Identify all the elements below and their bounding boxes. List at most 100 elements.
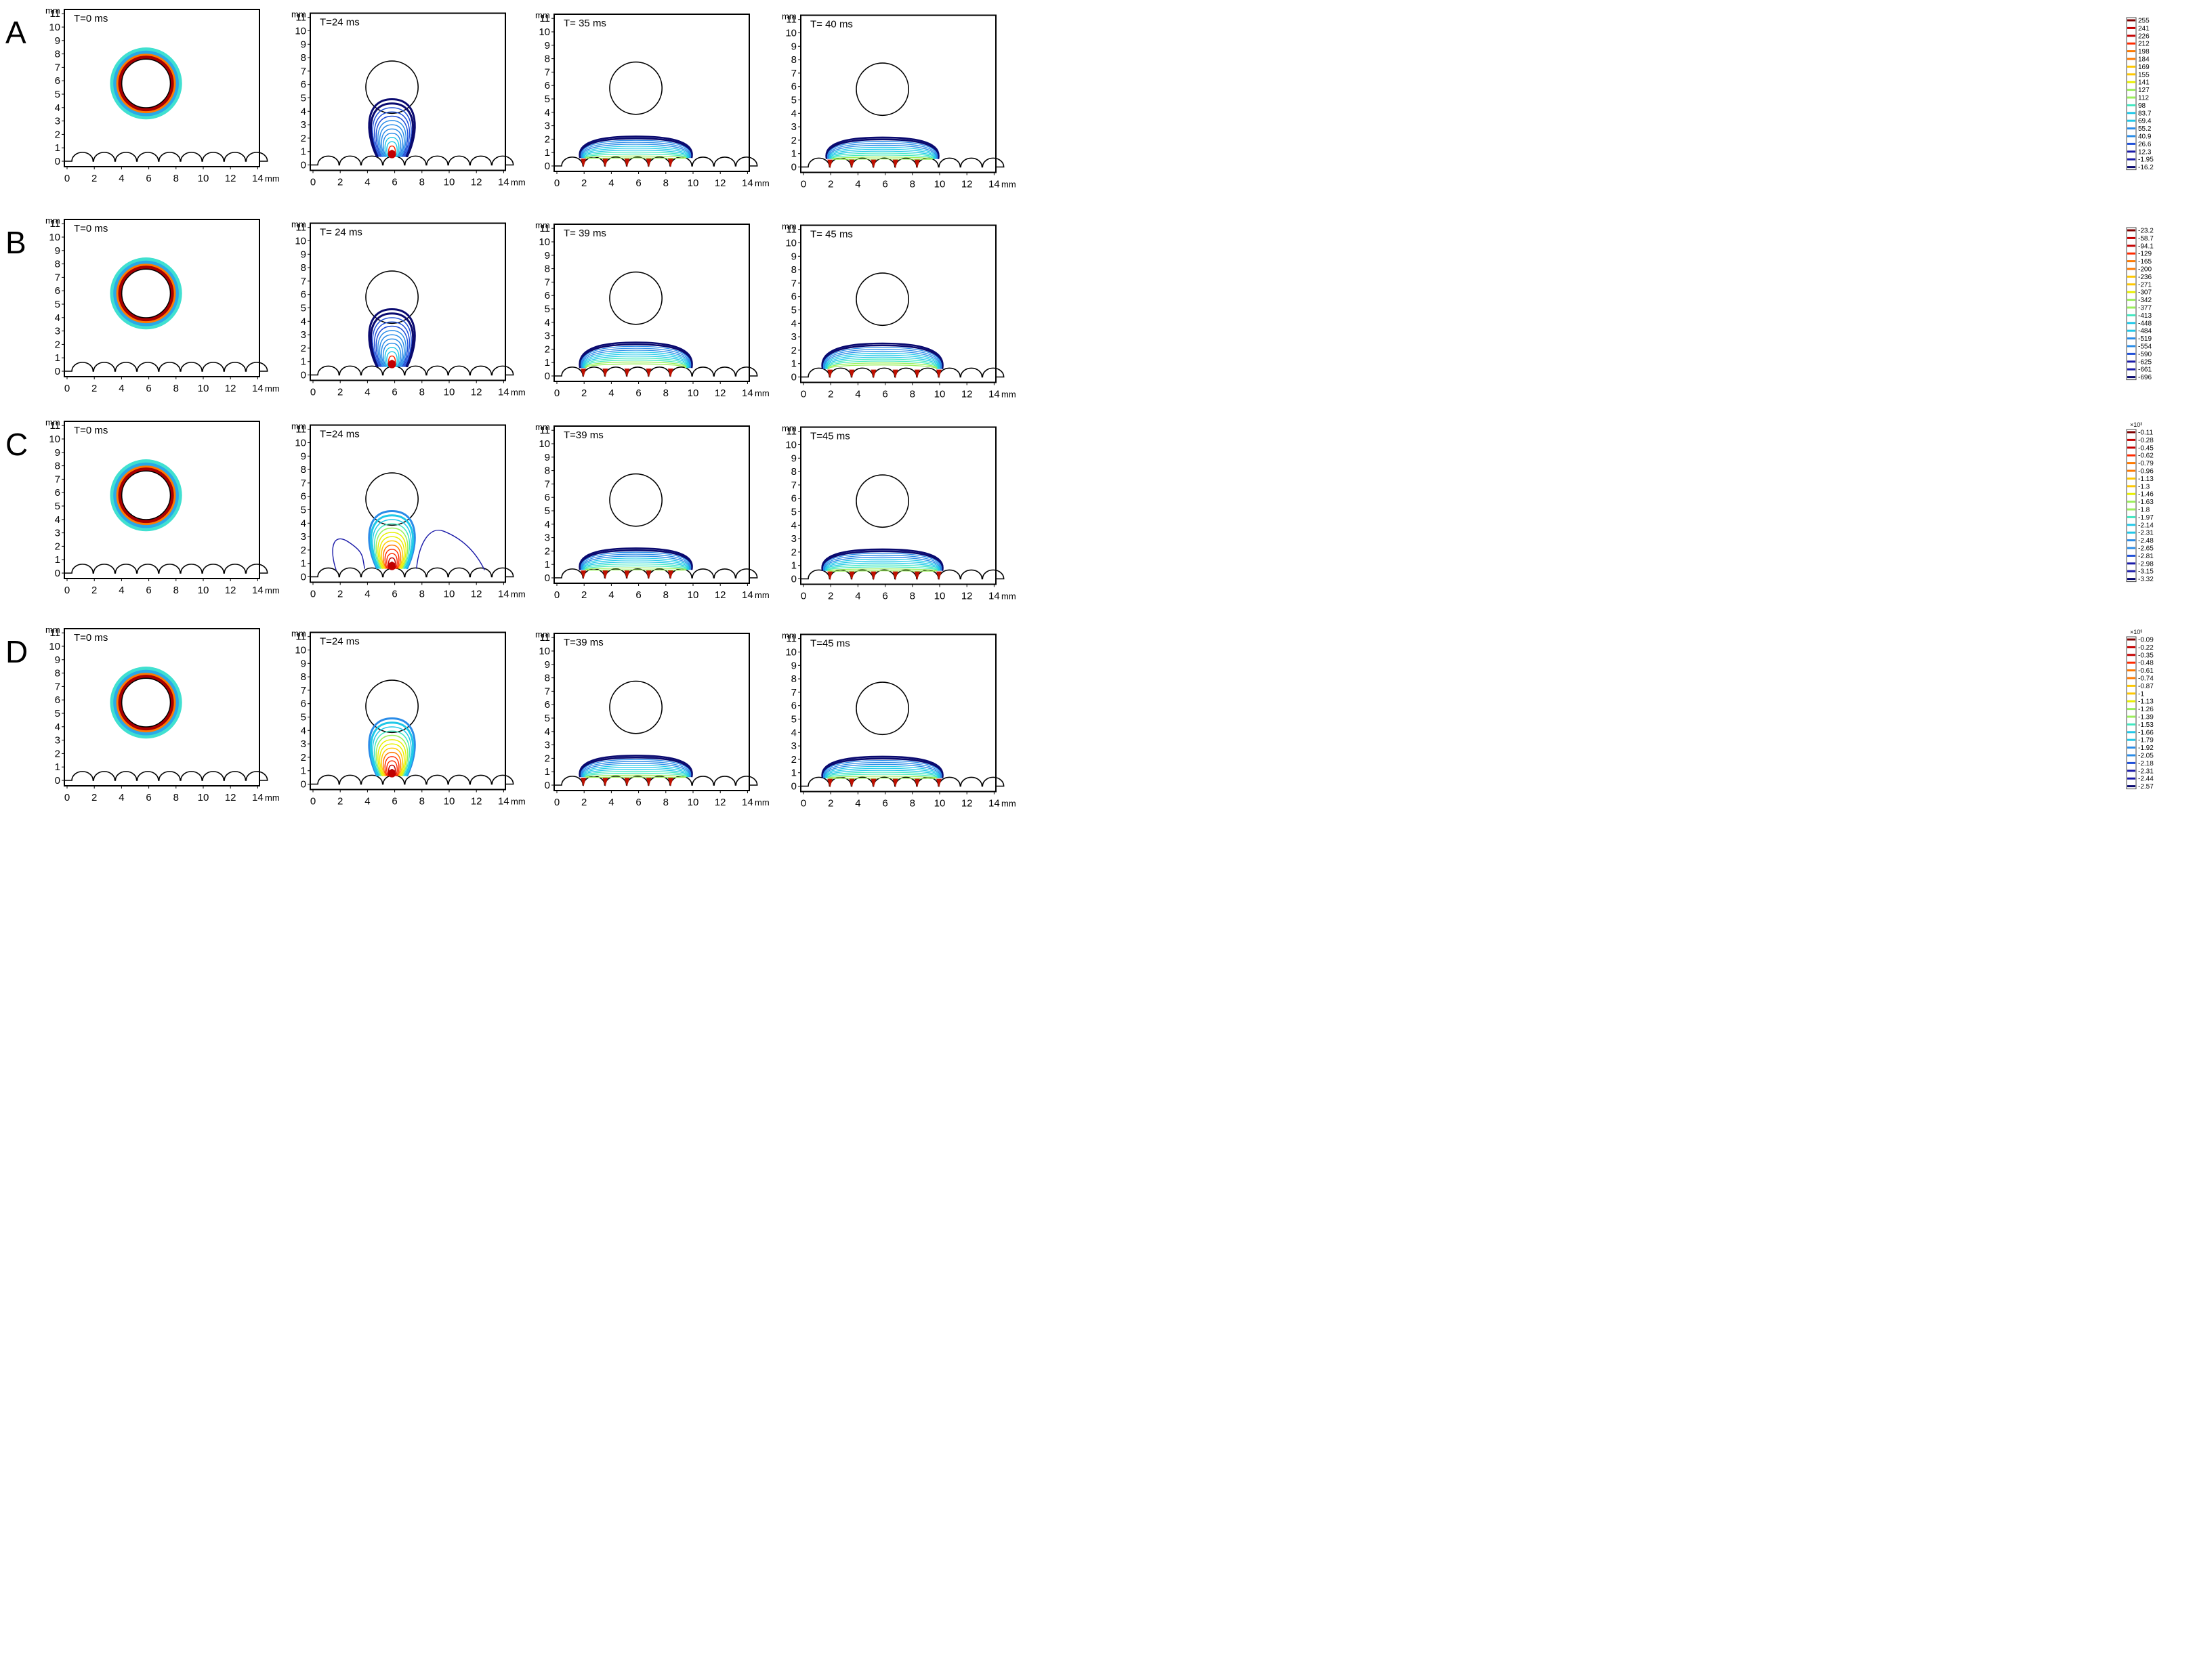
colorbar-label: 98 <box>2138 102 2146 110</box>
contour-line <box>821 342 944 369</box>
colorbar-swatch <box>2127 291 2135 293</box>
y-unit-label: mm <box>45 215 60 226</box>
plot-frame <box>800 224 997 383</box>
gap-hotspot <box>624 159 630 167</box>
colorbar-swatch <box>2127 73 2135 76</box>
contour-line <box>827 772 938 779</box>
contour-line <box>368 717 416 777</box>
y-tick-label: 2 <box>55 129 60 140</box>
y-tick-label: 0 <box>545 371 550 382</box>
x-tick-label: 6 <box>392 387 397 398</box>
contour-line <box>375 115 409 157</box>
substrate-surface <box>64 771 268 781</box>
x-tick-label: 2 <box>828 591 833 602</box>
x-tick-label: 12 <box>471 589 482 600</box>
contour-line <box>825 136 940 159</box>
x-tick-label: 12 <box>225 792 236 803</box>
y-tick-label: 4 <box>545 107 550 119</box>
contour-line <box>827 774 938 779</box>
y-tick-label: 2 <box>55 541 60 552</box>
y-tick-label: 8 <box>301 464 306 476</box>
colorbar-label: 226 <box>2138 33 2150 40</box>
gap-hotspot <box>667 159 673 167</box>
y-tick-label: 10 <box>539 236 550 248</box>
colorbar-swatch <box>2127 431 2135 434</box>
substrate-surface <box>554 366 758 377</box>
colorbar-swatch <box>2127 747 2135 749</box>
colorbar: 2552412262121981841691551411271129883.76… <box>2126 17 2154 171</box>
colorbar-label: -2.18 <box>2138 760 2154 768</box>
colorbar-swatch <box>2127 723 2135 726</box>
contour-line <box>372 317 412 367</box>
y-unit-label: mm <box>291 9 306 20</box>
x-tick-label: 2 <box>581 387 587 399</box>
x-tick-label: 14 <box>988 389 1000 400</box>
colorbar-swatch <box>2127 446 2135 449</box>
y-tick-label: 2 <box>545 753 550 764</box>
gap-hotspot <box>624 570 630 579</box>
x-tick-label: 0 <box>310 177 316 188</box>
colorbar-swatch <box>2127 26 2135 29</box>
time-label: T=0 ms <box>74 223 108 234</box>
y-tick-label: 3 <box>301 329 306 341</box>
substrate-surface <box>310 567 514 578</box>
x-tick-label: 4 <box>855 179 860 190</box>
x-tick-label: 12 <box>961 591 973 602</box>
colorbar-swatch <box>2127 252 2135 255</box>
y-tick-label: 2 <box>791 135 797 146</box>
y-tick-label: 4 <box>55 312 60 324</box>
colorbar-swatch <box>2127 462 2135 465</box>
contour-line <box>822 757 943 778</box>
colorbar-label: -661 <box>2138 366 2152 374</box>
x-tick-label: 2 <box>828 179 833 190</box>
colorbar-label: -1.26 <box>2138 706 2154 713</box>
y-tick-label: 8 <box>55 49 60 60</box>
x-tick-label: 14 <box>498 796 509 807</box>
y-tick-label: 2 <box>301 545 306 556</box>
y-tick-label: 8 <box>545 465 550 477</box>
y-tick-label: 10 <box>785 238 797 249</box>
x-tick-label: 8 <box>910 591 915 602</box>
contour-line <box>373 321 411 367</box>
y-tick-label: 1 <box>545 559 550 570</box>
colorbar-swatch <box>2127 135 2135 138</box>
y-unit-label: mm <box>535 220 550 230</box>
contour-line <box>386 351 398 368</box>
contour-line <box>582 558 690 570</box>
colorbar-label: -625 <box>2138 358 2152 366</box>
colorbar-swatch <box>2127 42 2135 45</box>
x-tick-label: 10 <box>444 796 455 807</box>
colorbar-swatch <box>2127 469 2135 472</box>
y-tick-label: 5 <box>55 89 60 100</box>
colorbar-swatch <box>2127 700 2135 702</box>
x-tick-label: 0 <box>310 589 316 600</box>
x-tick-label: 6 <box>882 389 887 400</box>
contour-line <box>373 111 411 157</box>
substrate-surface <box>801 367 1005 378</box>
colorbar-swatch <box>2127 715 2135 718</box>
x-tick-label: 12 <box>225 585 236 596</box>
x-tick-label: 14 <box>498 177 509 188</box>
y-tick-label: 0 <box>301 572 306 583</box>
droplet-interface <box>121 470 171 520</box>
x-unit-label: mm <box>265 793 280 803</box>
x-tick-label: 12 <box>961 179 973 190</box>
y-tick-label: 4 <box>301 518 306 529</box>
colorbar-label: -0.22 <box>2138 644 2154 652</box>
y-tick-label: 8 <box>55 461 60 472</box>
y-tick-label: 0 <box>545 572 550 584</box>
colorbar-label: -2.98 <box>2138 560 2154 568</box>
colorbar-swatch <box>2127 260 2135 263</box>
x-tick-label: 14 <box>252 792 264 803</box>
colorbar-swatch <box>2127 96 2135 99</box>
x-tick-label: 2 <box>581 177 587 189</box>
outer-contour <box>332 538 366 570</box>
colorbar-swatch <box>2127 731 2135 734</box>
x-tick-label: 0 <box>554 797 560 808</box>
colorbar-swatch <box>2127 283 2135 286</box>
colorbar-label: -200 <box>2138 266 2152 274</box>
